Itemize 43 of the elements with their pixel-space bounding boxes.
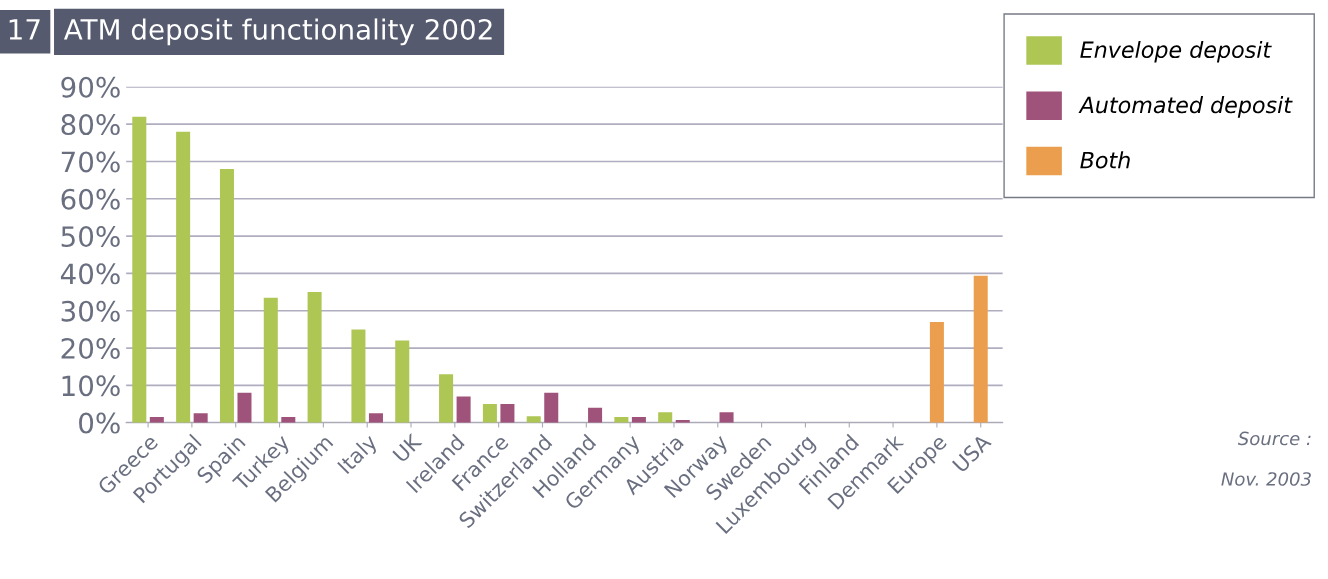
- legend-label: Both: [1080, 151, 1130, 169]
- x-tick-label: USA: [951, 432, 993, 473]
- bar: [929, 321, 944, 423]
- y-tick-label: 10%: [62, 375, 120, 397]
- bar: [132, 116, 147, 423]
- bar: [395, 340, 410, 423]
- bar: [526, 416, 541, 423]
- bar: [351, 329, 366, 423]
- y-tick-label: 60%: [61, 188, 120, 210]
- legend-label: Automated deposit: [1078, 96, 1293, 118]
- legend-label: Envelope deposit: [1080, 40, 1272, 63]
- y-tick-label: 0%: [79, 412, 120, 434]
- y-tick-label: 90%: [61, 76, 120, 98]
- y-tick-label: 80%: [61, 114, 120, 136]
- bar: [176, 131, 191, 423]
- bar: [149, 417, 164, 423]
- source-note: Source :: [1237, 431, 1311, 446]
- bar: [263, 297, 278, 423]
- y-tick-label: 30%: [61, 300, 120, 322]
- bar: [193, 413, 208, 423]
- bar: [973, 275, 988, 423]
- y-tick-label: 50%: [61, 226, 120, 248]
- y-tick-label: 40%: [60, 263, 120, 285]
- text: Nov. 2003: [1221, 472, 1311, 486]
- bar: [719, 412, 734, 423]
- bar: [456, 396, 471, 423]
- bar: [588, 407, 603, 423]
- text: 17: [9, 19, 40, 40]
- bar: [368, 413, 383, 423]
- chart-title: ATM deposit functionality 2002: [63, 18, 492, 46]
- bar: [307, 292, 322, 423]
- bar: [439, 374, 454, 423]
- bar: [614, 417, 629, 423]
- y-tick-label: 70%: [61, 151, 120, 173]
- bar: [658, 412, 673, 423]
- bar: [281, 417, 296, 423]
- bar: [544, 392, 559, 423]
- bar: [237, 392, 252, 423]
- bar: [500, 404, 515, 423]
- bar: [219, 168, 234, 423]
- bar: [482, 404, 497, 423]
- bar: [631, 417, 646, 423]
- y-tick-label: 20%: [61, 337, 120, 359]
